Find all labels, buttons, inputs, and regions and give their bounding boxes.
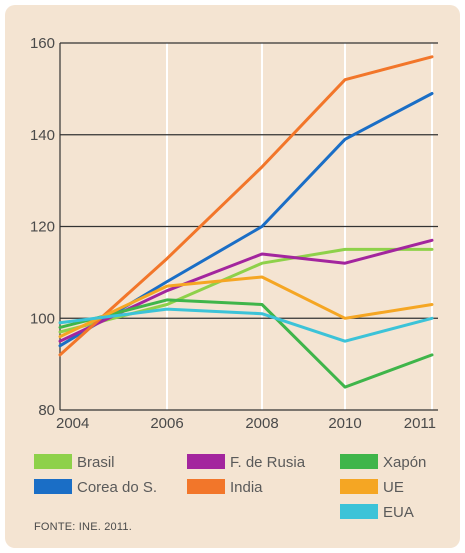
series-line: [58, 92, 434, 348]
legend-label: Brasil: [77, 454, 115, 471]
legend-swatch: [187, 479, 225, 494]
x-tick-label: 2010: [328, 415, 361, 432]
legend-label: Corea do S.: [77, 479, 157, 496]
legend-label: Xapón: [383, 454, 426, 471]
legend-swatch: [34, 454, 72, 469]
x-tick-label: 2008: [245, 415, 278, 432]
legend-swatch: [340, 504, 378, 519]
legend-swatch: [340, 479, 378, 494]
legend-label: EUA: [383, 504, 414, 521]
series-line: [58, 275, 434, 339]
legend-label: F. de Rusia: [230, 454, 306, 471]
legend-label: UE: [383, 479, 404, 496]
y-tick-label: 120: [30, 219, 55, 236]
series-line: [58, 55, 434, 357]
series-line: [58, 298, 434, 389]
x-tick-label: 2006: [150, 415, 183, 432]
y-tick-label: 80: [38, 402, 55, 419]
series-line: [58, 307, 434, 343]
y-tick-label: 100: [30, 310, 55, 327]
x-tick-label: 2011: [404, 415, 436, 432]
legend-swatch: [187, 454, 225, 469]
series-line: [58, 238, 434, 343]
legend-swatch: [34, 479, 72, 494]
y-tick-label: 140: [30, 127, 55, 144]
x-tick-label: 2004: [56, 415, 89, 432]
legend-label: India: [230, 479, 263, 496]
legend-swatch: [340, 454, 378, 469]
source-note: FONTE: INE. 2011.: [34, 521, 132, 533]
y-tick-label: 160: [30, 35, 55, 52]
series-line: [58, 247, 434, 334]
